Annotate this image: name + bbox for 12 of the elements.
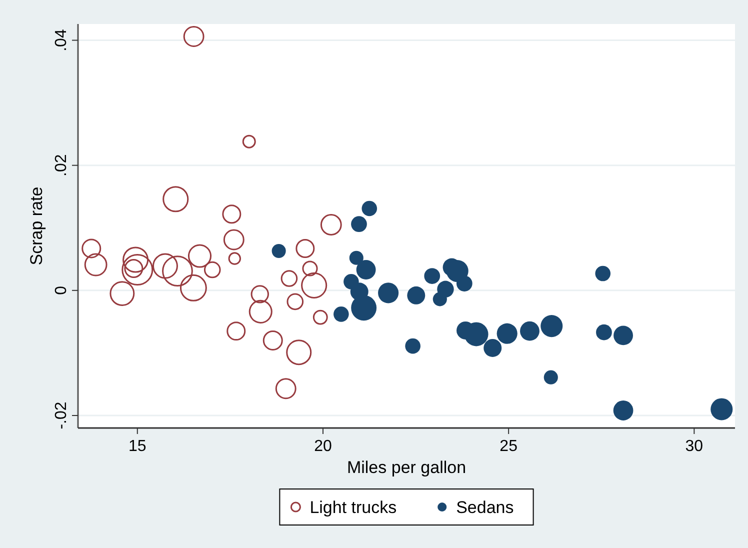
y-tick-label: .04	[53, 29, 70, 52]
y-tick-label: .02	[53, 154, 70, 176]
y-tick-label: -.02	[53, 402, 70, 430]
y-tick-label: 0	[53, 286, 70, 295]
x-tick-label: 25	[500, 438, 518, 455]
legend-label: Sedans	[456, 498, 514, 517]
x-tick-label: 20	[314, 438, 332, 455]
x-tick-label: 15	[128, 438, 146, 455]
x-tick-label: 30	[685, 438, 704, 455]
legend-label: Light trucks	[310, 498, 397, 517]
x-axis-title: Miles per gallon	[346, 458, 466, 477]
y-axis-title: Scrap rate	[27, 186, 46, 266]
